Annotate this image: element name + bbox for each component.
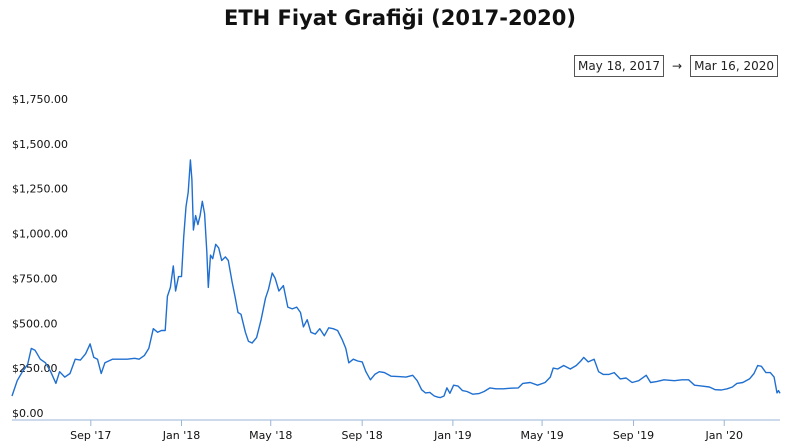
x-tick-label: May '18 [249, 429, 292, 442]
x-tick-label: Jan '19 [433, 429, 471, 442]
x-tick-label: Jan '20 [704, 429, 742, 442]
y-tick-label: $1,000.00 [12, 228, 68, 241]
x-tick-label: Sep '17 [70, 429, 111, 442]
y-axis: $0.00$250.00$500.00$750.00$1,000.00$1,25… [12, 93, 68, 420]
y-tick-label: $0.00 [12, 407, 44, 420]
x-axis: Sep '17 Jan '18 May '18 Sep '18 Jan '19 May '… [12, 420, 780, 442]
y-tick-label: $1,750.00 [12, 93, 68, 106]
price-series-line [12, 160, 780, 398]
series-group [12, 160, 780, 398]
x-tick-label: Sep '18 [342, 429, 383, 442]
y-tick-label: $500.00 [12, 317, 58, 330]
y-tick-label: $1,250.00 [12, 183, 68, 196]
y-tick-label: $750.00 [12, 272, 58, 285]
x-tick-label: May '19 [520, 429, 563, 442]
x-tick-label: Jan '18 [162, 429, 200, 442]
y-tick-label: $1,500.00 [12, 138, 68, 151]
x-tick-label: Sep '19 [613, 429, 654, 442]
